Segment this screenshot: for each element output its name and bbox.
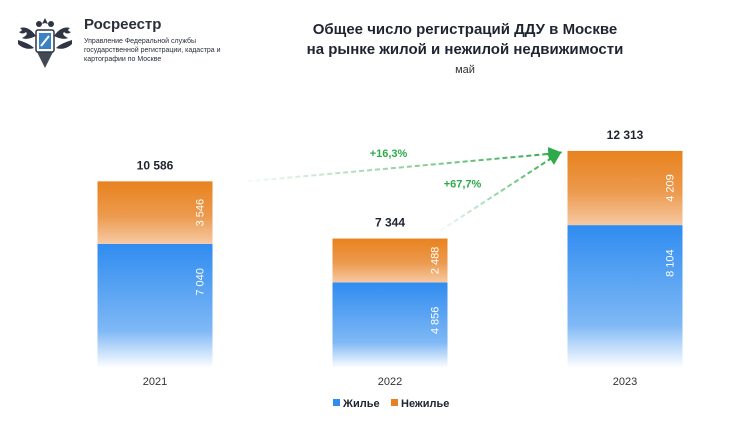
growth-arrow-2021-2023 [247,146,563,183]
legend-label-nonresidential: Нежилье [401,398,449,410]
org-subtitle: Управление Федеральной службы государств… [84,38,221,63]
eagle-emblem-icon [18,18,72,68]
value-label-residential-2023: 8 104 [664,249,676,277]
value-label-residential-2021: 7 040 [194,268,206,296]
legend-label-residential: Жилье [342,398,380,410]
chart-title-block: Общее число регистраций ДДУ в Москве на … [230,20,700,76]
rosreestr-logo: Росреестр Управление Федеральной службы … [12,10,222,80]
value-label-nonresidential-2023: 4 209 [664,174,676,202]
bar-nonresidential-2022 [332,238,448,283]
growth-label-2021-2023: +16,3% [370,148,408,160]
total-label-2022: 7 344 [375,216,405,230]
value-label-residential-2022: 4 856 [429,307,441,335]
total-label-2023: 12 313 [607,128,644,142]
legend-swatch-nonresidential [391,399,398,406]
chart-subtitle: май [455,64,475,76]
org-name: Росреестр [84,16,162,33]
chart-title-line-2: на рынке жилой и нежилой недвижимости [306,41,624,58]
chart-canvas: 7 040 3 546 10 586 2021 4 856 2 488 7 344 2022 8… [97,128,683,410]
growth-arrow-2022-2023 [439,151,562,232]
value-label-nonresidential-2022: 2 488 [429,247,441,275]
bar-residential-2022 [332,282,448,368]
stacked-bar-chart: 7 040 3 546 10 586 2021 4 856 2 488 7 344 2022 8… [0,100,750,422]
bar-residential-2021 [97,243,213,368]
value-label-nonresidential-2021: 3 546 [194,199,206,227]
bar-nonresidential-2021 [97,181,213,244]
x-tick-label-2022: 2022 [378,376,402,388]
bar-residential-2023 [567,225,683,368]
bar-nonresidential-2023 [567,150,683,226]
chart-title-line-1: Общее число регистраций ДДУ в Москве [312,21,618,38]
growth-label-2022-2023: +67,7% [444,179,482,191]
x-tick-label-2023: 2023 [613,376,637,388]
legend-swatch-residential [333,399,340,406]
total-label-2021: 10 586 [137,158,174,172]
x-tick-label-2021: 2021 [143,376,167,388]
